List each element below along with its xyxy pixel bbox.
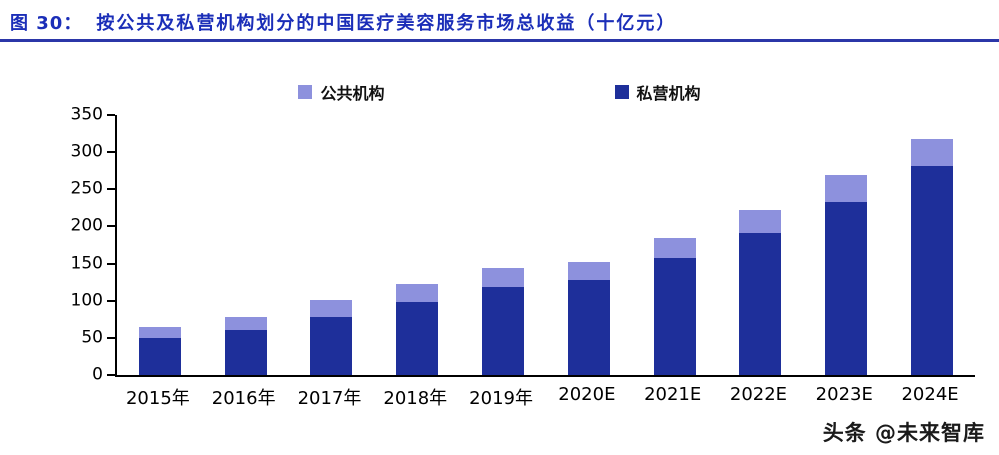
x-tick-label: 2015年 <box>125 388 190 409</box>
x-tick-label: 2020E <box>558 384 616 405</box>
bar-segment <box>482 287 525 375</box>
y-tick-label: 350 <box>70 104 103 125</box>
stacked-bar <box>825 175 868 375</box>
title-underline <box>0 39 999 42</box>
stacked-bar <box>567 262 610 375</box>
chart-legend: 公共机构 私营机构 <box>0 80 999 104</box>
legend-swatch <box>298 85 313 99</box>
bar-segment <box>310 317 353 375</box>
y-tick-mark <box>107 374 115 376</box>
bar-segment <box>396 302 439 375</box>
y-tick-mark <box>107 225 115 228</box>
bar-segment <box>653 238 696 259</box>
stacked-bar <box>310 299 353 375</box>
page-title: 按公共及私营机构划分的中国医疗美容服务市场总收益（十亿元） <box>96 13 677 34</box>
bar-segment <box>739 233 782 375</box>
stacked-bar <box>224 317 267 375</box>
x-tick-label: 2023E <box>815 384 873 405</box>
x-tick-label: 2019年 <box>469 388 533 409</box>
y-tick-label: 200 <box>70 215 103 236</box>
plot-area: 0 50 100 150 200 250 300 350 <box>71 106 975 383</box>
bars-row <box>117 115 975 375</box>
stacked-bar <box>396 284 439 375</box>
bar-segment <box>396 284 439 303</box>
bar-segment <box>911 166 954 375</box>
legend-item: 公共机构 <box>298 80 385 104</box>
y-tick-mark <box>107 188 115 191</box>
bar-segment <box>567 279 610 375</box>
bar-segment <box>138 337 181 375</box>
x-tick-label: 2021E <box>644 384 702 405</box>
y-tick-label: 300 <box>70 141 103 162</box>
y-tick-mark <box>107 336 115 339</box>
x-tick-label: 2018年 <box>383 388 448 409</box>
x-tick-label: 2016年 <box>211 388 276 409</box>
bar-segment <box>911 138 954 167</box>
stacked-bar <box>138 327 181 375</box>
x-axis-labels: 2015年 2016年 2017年 2018年 2019年 2020E 2021E 2022E… <box>115 384 973 410</box>
legend-item: 私营机构 <box>614 80 701 104</box>
y-tick-label: 50 <box>81 327 103 348</box>
bar-segment <box>825 175 868 202</box>
bar-segment <box>224 317 267 331</box>
bar-segment <box>567 262 610 280</box>
bar-segment <box>739 210 782 234</box>
x-tick-label: 2024E <box>901 384 959 405</box>
y-tick-label: 250 <box>70 178 103 199</box>
y-tick-mark <box>107 151 115 154</box>
bar-segment <box>825 201 868 375</box>
bar-segment <box>482 268 525 288</box>
y-tick-label: 0 <box>92 364 103 385</box>
y-tick-label: 150 <box>70 253 103 274</box>
bar-segment <box>653 258 696 375</box>
stacked-bar <box>482 268 525 375</box>
watermark: 头条 @未来智库 <box>822 421 985 445</box>
y-tick-mark <box>107 114 115 116</box>
x-tick-label: 2022E <box>729 384 788 405</box>
x-tick-label: 2017年 <box>297 388 362 409</box>
y-tick-mark <box>107 262 115 265</box>
figure-header: 图 30： 按公共及私营机构划分的中国医疗美容服务市场总收益（十亿元） <box>10 9 676 35</box>
legend-swatch <box>614 85 629 99</box>
y-tick-label: 100 <box>70 290 103 311</box>
legend-label: 公共机构 <box>320 84 385 103</box>
bar-segment <box>138 327 181 338</box>
stacked-bar <box>739 210 782 375</box>
figure-label: 图 30： <box>10 13 83 34</box>
bar-segment <box>310 299 353 318</box>
y-tick-mark <box>107 299 115 302</box>
legend-label: 私营机构 <box>636 84 701 103</box>
stacked-bar <box>653 238 696 375</box>
stacked-bar <box>911 138 954 375</box>
bar-segment <box>224 330 267 375</box>
